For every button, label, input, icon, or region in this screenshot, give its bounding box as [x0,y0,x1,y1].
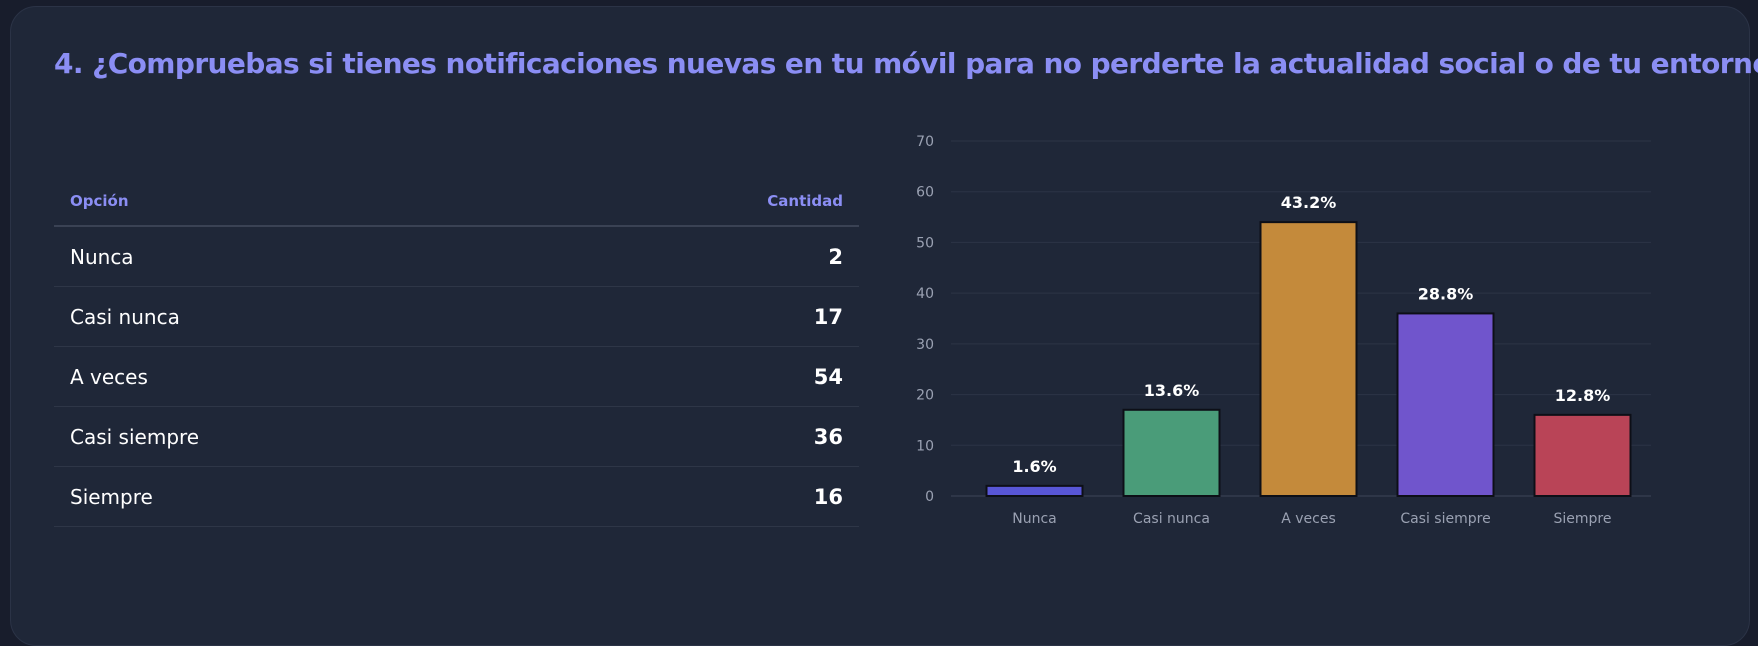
row-count: 2 [828,244,843,269]
row-option: Nunca [70,244,134,269]
table-row: Siempre 16 [54,467,859,527]
y-tick-label: 40 [916,286,934,302]
table-row: Nunca 2 [54,227,859,287]
x-tick-label: Casi siempre [1400,511,1490,527]
row-count: 54 [813,364,843,389]
bar-data-label: 13.6% [1144,381,1200,400]
y-tick-label: 60 [916,185,934,201]
bar-data-label: 28.8% [1418,284,1474,303]
bar [1533,413,1632,498]
table-row: A veces 54 [54,347,859,407]
bar [985,484,1084,498]
table-row: Casi nunca 17 [54,287,859,347]
x-tick-label: Nunca [1012,511,1057,527]
row-option: Casi nunca [70,304,180,329]
bar [1122,408,1221,497]
row-option: A veces [70,364,148,389]
x-tick-label: Casi nunca [1133,511,1210,527]
question-card: 4. ¿Compruebas si tienes notificaciones … [10,6,1758,646]
bar-data-label: 43.2% [1281,193,1337,212]
y-tick-label: 50 [916,235,934,251]
bar-chart-svg: 0 10 20 30 40 50 60 70 1.6% Nunca 13.6% Casi nunca 4… [916,134,1651,527]
question-title: 4. ¿Compruebas si tienes notificaciones … [54,47,1758,80]
x-tick-label: A veces [1281,511,1336,527]
row-count: 17 [813,304,843,329]
row-count: 36 [813,424,843,449]
bar [1396,312,1495,497]
row-option: Casi siempre [70,424,200,449]
header-count: Cantidad [767,192,843,210]
bar-chart: 0 10 20 30 40 50 60 70 1.6% Nunca 13.6% Casi nunca 4… [891,122,1741,602]
header-option: Opción [70,192,129,210]
y-tick-label: 30 [916,337,934,353]
table-row: Casi siempre 36 [54,407,859,467]
y-tick-label: 20 [916,388,934,404]
table-header: Opción Cantidad [54,177,859,227]
y-tick-label: 10 [916,438,934,454]
y-tick-label: 0 [925,489,934,505]
y-tick-label: 70 [916,134,934,150]
bar-data-label: 12.8% [1555,386,1611,405]
row-option: Siempre [70,484,153,509]
results-table: Opción Cantidad Nunca 2 Casi nunca 17 A … [54,177,859,527]
row-count: 16 [813,484,843,509]
x-tick-label: Siempre [1554,511,1612,527]
bar-data-label: 1.6% [1012,457,1056,476]
bar [1259,221,1358,498]
